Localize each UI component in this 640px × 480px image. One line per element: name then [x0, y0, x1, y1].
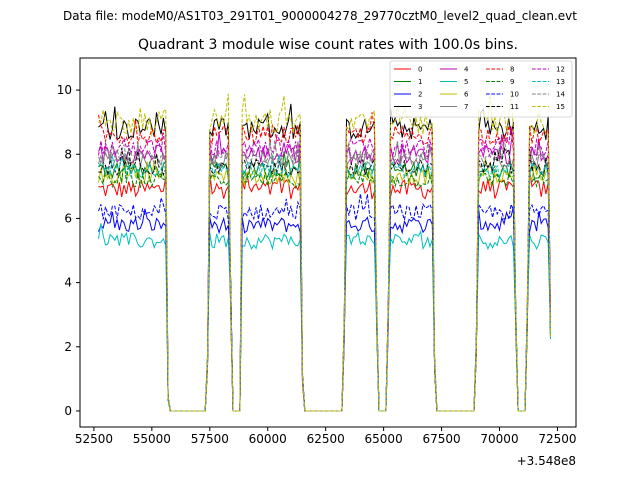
x-tick-label: 70000 [480, 432, 518, 446]
x-tick-label: 72500 [538, 432, 576, 446]
x-tick-label: 65000 [365, 432, 403, 446]
x-tick-label: 52500 [75, 432, 113, 446]
y-tick-label: 8 [64, 147, 72, 161]
legend-label-5: 5 [464, 78, 468, 86]
legend-label-0: 0 [418, 66, 422, 74]
legend-label-15: 15 [556, 103, 565, 111]
suptitle: Data file: modeM0/AS1T03_291T01_90000042… [63, 9, 577, 23]
y-tick-label: 0 [64, 404, 72, 418]
legend-label-12: 12 [556, 66, 565, 74]
y-tick-label: 2 [64, 340, 72, 354]
legend-label-14: 14 [556, 91, 565, 99]
legend-box [389, 60, 573, 118]
x-offset-label: +3.548e8 [517, 454, 576, 468]
series-layer [98, 91, 551, 412]
legend-label-10: 10 [510, 91, 519, 99]
legend-label-3: 3 [418, 103, 422, 111]
legend-label-1: 1 [418, 78, 422, 86]
legend-label-6: 6 [464, 91, 469, 99]
x-tick-label: 62500 [307, 432, 345, 446]
axes: 52500 55000 57500 60000 62500 65000 67500 70000… [57, 57, 577, 468]
legend-label-13: 13 [556, 78, 565, 86]
x-tick-label: 67500 [422, 432, 460, 446]
y-tick-label: 6 [64, 211, 72, 225]
x-tick-label: 60000 [249, 432, 287, 446]
legend-label-7: 7 [464, 103, 468, 111]
legend-label-11: 11 [510, 103, 519, 111]
legend-label-8: 8 [510, 66, 514, 74]
y-tick-label: 10 [57, 83, 72, 97]
x-tick-label: 55000 [133, 432, 171, 446]
chart-title: Quadrant 3 module wise count rates with … [138, 37, 518, 53]
y-tick-label: 4 [64, 276, 72, 290]
legend-label-2: 2 [418, 91, 422, 99]
legend-label-4: 4 [464, 66, 469, 74]
legend-label-9: 9 [510, 78, 514, 86]
axes-frame [79, 57, 577, 428]
x-tick-label: 57500 [191, 432, 229, 446]
series-line-15 [98, 91, 551, 412]
